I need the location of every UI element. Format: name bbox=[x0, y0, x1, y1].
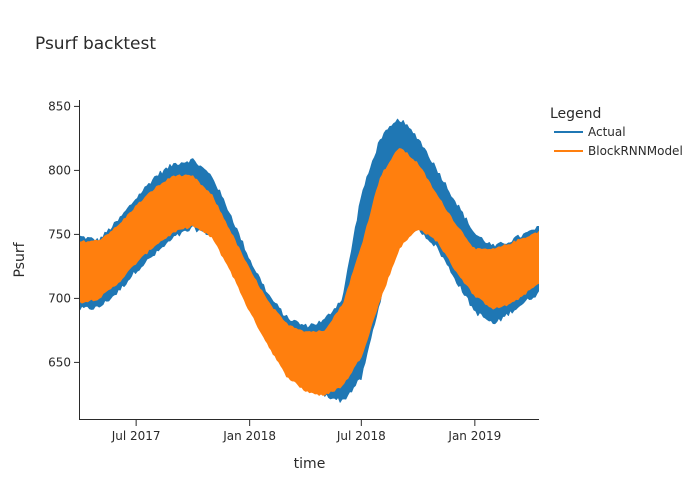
legend-title: Legend bbox=[550, 106, 601, 122]
legend-item[interactable]: Actual bbox=[554, 125, 626, 139]
x-axis-title: time bbox=[294, 456, 326, 472]
y-tick-label: 750 bbox=[48, 227, 71, 241]
x-ticks: Jul 2017 Jan 2018 Jul 2018 Jan 2019 bbox=[111, 420, 501, 443]
series-blockrnnmodel bbox=[80, 148, 539, 396]
y-tick-label: 850 bbox=[48, 99, 71, 113]
y-tick-label: 700 bbox=[48, 291, 71, 305]
plot-area: 650 700 750 800 850 Jul 2017 Jan 2018 Jul 2018… bbox=[48, 99, 539, 443]
legend: Legend Actual BlockRNNModel bbox=[550, 106, 683, 158]
x-tick-label: Jan 2018 bbox=[222, 429, 276, 443]
legend-label: BlockRNNModel bbox=[588, 144, 683, 158]
y-axis-title: Psurf bbox=[12, 241, 28, 277]
y-tick-label: 800 bbox=[48, 163, 71, 177]
x-tick-label: Jan 2019 bbox=[447, 429, 501, 443]
series-band bbox=[80, 148, 539, 396]
y-ticks: 650 700 750 800 850 bbox=[48, 99, 80, 369]
y-tick-label: 650 bbox=[48, 355, 71, 369]
legend-items: Actual BlockRNNModel bbox=[554, 125, 683, 158]
legend-label: Actual bbox=[588, 125, 626, 139]
x-tick-label: Jul 2018 bbox=[336, 429, 386, 443]
x-tick-label: Jul 2017 bbox=[111, 429, 161, 443]
chart-title: Psurf backtest bbox=[35, 34, 156, 54]
legend-item[interactable]: BlockRNNModel bbox=[554, 144, 683, 158]
series-layer bbox=[80, 118, 539, 403]
